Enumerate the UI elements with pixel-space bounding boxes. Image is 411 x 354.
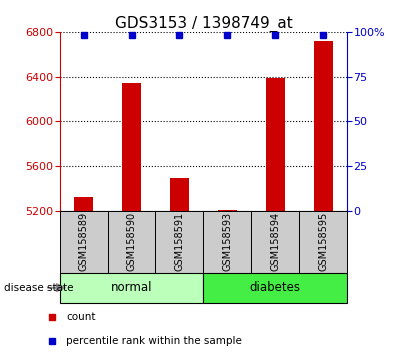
Text: GSM158595: GSM158595 [319,212,328,271]
Text: disease state: disease state [4,282,74,293]
Bar [218,210,237,211]
Bar [74,197,93,211]
Text: GSM158593: GSM158593 [222,212,232,271]
Bar [252,211,299,273]
Bar [314,41,333,211]
Text: GSM158591: GSM158591 [175,212,185,271]
Text: percentile rank within the sample: percentile rank within the sample [67,336,242,346]
Bar [266,78,285,211]
Bar [122,83,141,211]
Bar [60,211,108,273]
Bar [170,178,189,211]
Text: GSM158590: GSM158590 [127,212,136,271]
Text: GSM158594: GSM158594 [270,212,280,271]
Bar [60,273,203,303]
Bar [203,273,347,303]
Text: count: count [67,312,96,322]
Bar [203,211,252,273]
Title: GDS3153 / 1398749_at: GDS3153 / 1398749_at [115,16,292,32]
Text: GSM158589: GSM158589 [79,212,88,271]
Bar [108,211,155,273]
Bar [299,211,347,273]
Bar [155,211,203,273]
Text: normal: normal [111,281,152,294]
Text: diabetes: diabetes [250,281,301,294]
